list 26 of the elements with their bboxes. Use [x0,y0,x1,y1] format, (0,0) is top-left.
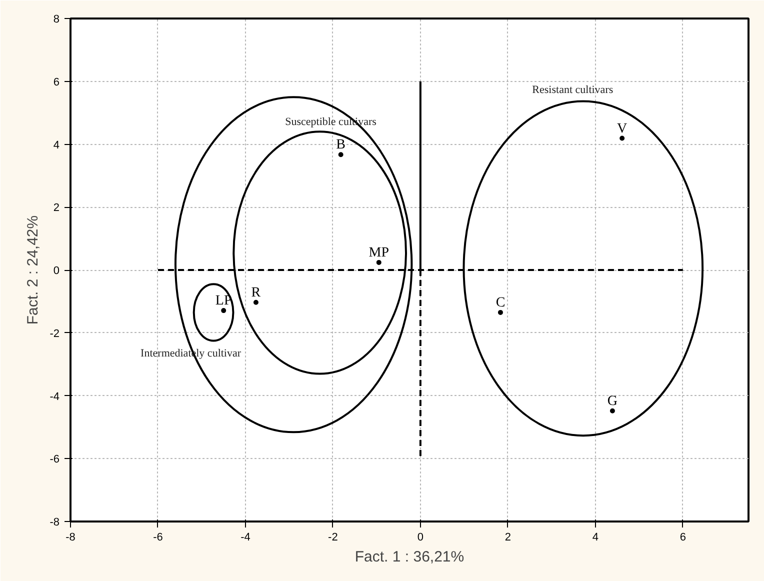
data-label: G [607,394,618,409]
y-tick-label: -2 [50,328,60,340]
x-tick-label: -2 [328,532,338,544]
y-tick-label: 0 [53,265,60,277]
annotation: Resistant cultivars [532,84,614,96]
x-axis-title: Fact. 1 : 36,21% [354,548,464,566]
y-axis-title: Fact. 2 : 24,42% [24,215,42,325]
data-label: R [251,285,262,300]
data-label: B [336,138,346,153]
x-tick-label: -8 [66,532,76,544]
y-tick-label: 6 [53,76,60,88]
y-tick-label: 4 [53,139,60,152]
x-tick-label: -6 [153,532,163,544]
x-tick-label: 0 [417,532,424,544]
x-tick-label: 6 [680,532,686,544]
y-tick-label: -8 [50,516,60,528]
y-tick-label: 2 [53,202,60,214]
y-tick-label: 8 [53,14,60,26]
x-tick-label: 2 [504,532,511,544]
data-label: MP [368,245,390,260]
data-label: C [496,295,506,310]
y-tick-label: -6 [50,454,60,466]
x-tick-label: -4 [240,532,250,544]
y-tick-label: -4 [50,390,60,403]
data-label: V [617,121,628,136]
x-tick-label: 4 [592,532,598,544]
